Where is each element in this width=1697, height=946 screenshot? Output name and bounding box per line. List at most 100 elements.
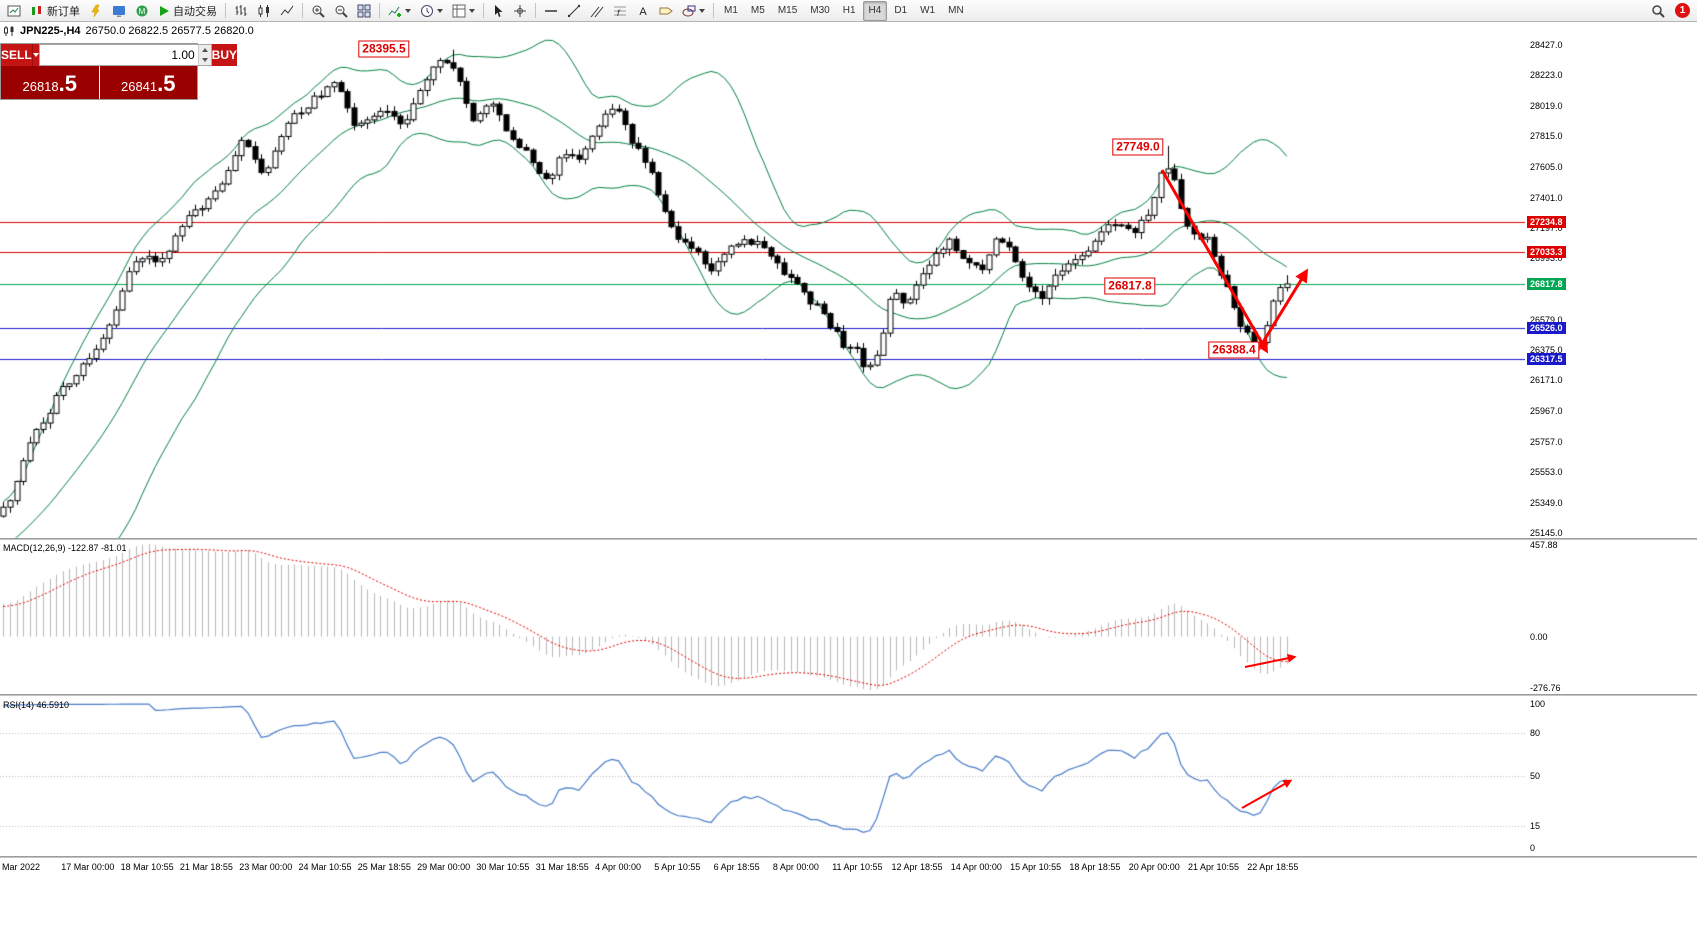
search-button[interactable]	[1647, 1, 1669, 21]
toolbar-separator	[302, 3, 303, 18]
toolbar-separator	[483, 3, 484, 18]
time-axis-label: 21 Mar 18:55	[179, 862, 233, 872]
line-chart-button[interactable]	[276, 1, 298, 21]
axis-tick: 457.88	[1530, 540, 1558, 550]
axis-tick: 26993.0	[1530, 253, 1563, 264]
terminal-icon[interactable]	[108, 1, 130, 21]
sell-dropdown-caret[interactable]	[31, 44, 39, 66]
time-axis-label: 17 Mar 00:00	[61, 862, 115, 872]
volume-decrease-button[interactable]	[198, 55, 211, 65]
timeframe-d1-button[interactable]: D1	[894, 5, 908, 16]
timeframe-m30-button[interactable]: M30	[810, 5, 830, 16]
timeframe-w1-button[interactable]: W1	[920, 5, 936, 16]
timeframe-h4-button[interactable]: H4	[862, 0, 888, 21]
cursor-icon	[492, 4, 504, 18]
time-axis-label: 11 Apr 10:55	[832, 862, 883, 872]
zoom-in-button[interactable]	[307, 1, 329, 21]
axis-tick: 0	[1530, 843, 1536, 853]
search-icon	[1651, 4, 1665, 18]
axis-tick: 26171.0	[1530, 375, 1563, 386]
indicators-button[interactable]	[384, 1, 415, 21]
crosshair-button[interactable]	[509, 1, 531, 21]
panel-divider[interactable]	[0, 538, 1697, 540]
zoom-out-icon	[334, 4, 348, 18]
candles-icon	[257, 4, 271, 18]
time-axis-label: 18 Mar 10:55	[120, 862, 174, 872]
buy-price[interactable]: 26841.5	[99, 66, 197, 99]
horizontal-line-button[interactable]	[540, 1, 562, 21]
timeframe-m15-button[interactable]: M15	[777, 5, 798, 16]
tile-icon	[357, 4, 371, 18]
main-chart-canvas[interactable]	[0, 22, 1525, 538]
caret-down-icon	[437, 8, 443, 13]
axis-tick: 0.00	[1530, 631, 1548, 642]
community-icon: M	[135, 4, 149, 18]
volume-input[interactable]	[39, 45, 198, 65]
tile-windows-button[interactable]	[353, 1, 375, 21]
candle-chart-button[interactable]	[253, 1, 275, 21]
rsi-panel-canvas[interactable]	[0, 696, 1525, 856]
sell-price-small-digits: 26818	[22, 79, 59, 95]
price-level-badge: 26317.5	[1527, 352, 1566, 365]
clock-icon	[420, 4, 434, 18]
autotrade-button[interactable]: 自动交易	[154, 1, 221, 21]
panel-divider[interactable]	[0, 694, 1697, 696]
chart-region: 28427.0 28223.0 28019.0 27815.0 27605.0 27401…	[0, 22, 1697, 946]
bar-chart-button[interactable]	[230, 1, 252, 21]
axis-tick: 80	[1530, 727, 1541, 738]
templates-button[interactable]	[448, 1, 479, 21]
channel-button[interactable]	[586, 1, 608, 21]
buy-price-big-digits: .5	[157, 71, 176, 96]
trendline-button[interactable]	[563, 1, 585, 21]
timeframe-m5-button[interactable]: M5	[750, 5, 765, 16]
linechart-icon	[280, 4, 294, 18]
label-button[interactable]	[655, 1, 677, 21]
cursor-button[interactable]	[488, 1, 508, 21]
price-axis[interactable]: 28427.0 28223.0 28019.0 27815.0 27605.0 27401…	[1525, 22, 1697, 856]
axis-tick: 25967.0	[1530, 405, 1563, 416]
new-order-icon	[30, 4, 44, 18]
trendline-icon	[567, 4, 581, 18]
buy-button[interactable]: BUY	[211, 44, 238, 66]
time-axis[interactable]: Mar 2022 17 Mar 00:00 18 Mar 10:55 21 Mar 1…	[0, 858, 1697, 946]
svg-text:A: A	[639, 6, 647, 18]
text-button[interactable]: A	[632, 1, 654, 21]
chart-window-icon[interactable]	[3, 1, 25, 21]
volume-increase-button[interactable]	[198, 45, 211, 55]
periods-button[interactable]	[416, 1, 447, 21]
zoom-out-button[interactable]	[330, 1, 352, 21]
notification-badge[interactable]: 1	[1675, 3, 1690, 18]
alert-icon	[89, 4, 103, 18]
caret-down-icon	[32, 53, 39, 57]
sell-button[interactable]: SELL	[1, 44, 32, 66]
community-icon[interactable]: M	[131, 1, 153, 21]
time-axis-label: 5 Apr 10:55	[654, 862, 701, 872]
new-order-button[interactable]: 新订单	[26, 1, 84, 21]
bars-icon	[234, 4, 248, 18]
rsi-label: RSI(14) 46.5910	[3, 700, 70, 710]
chart-symbol-icon	[3, 25, 15, 37]
channel-icon	[590, 4, 604, 18]
toolbar-main-group: 新订单 M 自动交易 f A M1 M5 M15 M30 H1 H4 D1 W1 MN	[3, 0, 1647, 21]
timeframe-mn-button[interactable]: MN	[948, 5, 964, 16]
shapes-button[interactable]	[678, 1, 709, 21]
sell-price[interactable]: 26818.5	[1, 66, 99, 99]
crosshair-icon	[513, 4, 527, 18]
macd-panel-canvas[interactable]	[0, 540, 1525, 694]
svg-text:f: f	[617, 8, 621, 18]
alert-icon[interactable]	[85, 1, 107, 21]
time-axis-label: 21 Apr 10:55	[1188, 862, 1240, 872]
volume-spinner	[197, 45, 211, 65]
template-icon	[452, 4, 466, 18]
time-axis-label: Mar 2022	[2, 862, 41, 872]
panel-divider[interactable]	[0, 856, 1697, 858]
time-axis-label: 6 Apr 18:55	[713, 862, 760, 872]
timeframe-m1-button[interactable]: M1	[724, 5, 738, 16]
fibonacci-button[interactable]: f	[609, 1, 631, 21]
toolbar-separator	[225, 3, 226, 18]
time-axis-label: 30 Mar 10:55	[476, 862, 530, 872]
time-axis-label: 12 Apr 18:55	[891, 862, 943, 872]
fibo-icon: f	[613, 4, 627, 18]
time-axis-label: 4 Apr 00:00	[595, 862, 642, 872]
timeframe-h1-button[interactable]: H1	[842, 5, 856, 16]
